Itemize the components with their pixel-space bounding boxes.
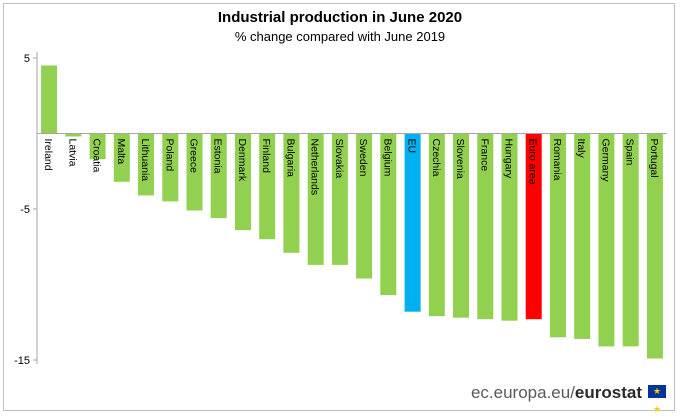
bar bbox=[598, 133, 615, 347]
bar bbox=[307, 133, 324, 265]
category-label: Ireland bbox=[42, 139, 54, 171]
category-label: Hungary bbox=[503, 139, 515, 179]
category-label: Finland bbox=[260, 139, 272, 174]
category-label: Estonia bbox=[212, 139, 224, 174]
bar bbox=[380, 133, 397, 296]
bar bbox=[113, 133, 130, 182]
source-brand: eurostat bbox=[574, 383, 642, 402]
category-label: Italy bbox=[575, 139, 587, 159]
bar bbox=[89, 133, 106, 160]
bar bbox=[404, 133, 421, 312]
bar bbox=[477, 133, 494, 320]
chart-subtitle: % change compared with June 2019 bbox=[234, 29, 446, 44]
bar bbox=[162, 133, 179, 202]
eu-flag-icon: ★ ★ bbox=[648, 385, 666, 414]
source-prefix: ec.europa.eu/ bbox=[470, 383, 575, 402]
category-label: Croatia bbox=[91, 139, 103, 173]
category-label: Netherlands bbox=[309, 139, 321, 196]
bar bbox=[331, 133, 348, 265]
category-label: Belgium bbox=[381, 139, 393, 177]
chart-title: Industrial production in June 2020 bbox=[217, 9, 463, 26]
category-label: Czechia bbox=[430, 139, 442, 177]
bar bbox=[622, 133, 639, 347]
category-label: Germany bbox=[599, 139, 611, 183]
category-label: EU bbox=[406, 139, 418, 154]
source-credit: ec.europa.eu/eurostat bbox=[471, 383, 642, 403]
bar bbox=[283, 133, 300, 253]
bar bbox=[453, 133, 469, 318]
category-label: Romania bbox=[551, 139, 563, 181]
category-label: Sweden bbox=[357, 139, 369, 177]
bar bbox=[501, 133, 518, 321]
bar bbox=[428, 133, 445, 317]
bar bbox=[525, 133, 542, 320]
y-tick-label: -5 bbox=[20, 204, 30, 216]
y-tick-label: -15 bbox=[14, 355, 30, 367]
category-label: Spain bbox=[624, 139, 636, 166]
bar bbox=[259, 133, 276, 240]
category-label: Bulgaria bbox=[284, 139, 296, 178]
y-tick-label: 5 bbox=[24, 53, 30, 65]
category-label: France bbox=[478, 139, 490, 172]
bar bbox=[210, 133, 227, 219]
category-label: Lithuania bbox=[139, 139, 151, 182]
category-label: Slovenia bbox=[454, 139, 466, 179]
category-label: Denmark bbox=[236, 139, 248, 182]
bar bbox=[574, 133, 591, 339]
category-label: Slovakia bbox=[333, 139, 345, 179]
category-label: Euro area bbox=[527, 139, 539, 185]
bar bbox=[356, 133, 373, 279]
bar bbox=[138, 133, 154, 196]
bar bbox=[646, 133, 663, 359]
category-label: Greece bbox=[188, 139, 200, 174]
bar bbox=[65, 133, 82, 137]
category-label: Poland bbox=[163, 139, 175, 172]
category-label: Portugal bbox=[648, 139, 660, 178]
bar bbox=[186, 133, 203, 211]
bar bbox=[41, 65, 58, 134]
category-label: Latvia bbox=[66, 139, 78, 167]
category-label: Malta bbox=[115, 139, 127, 165]
bar bbox=[550, 133, 566, 338]
bar bbox=[235, 133, 251, 231]
